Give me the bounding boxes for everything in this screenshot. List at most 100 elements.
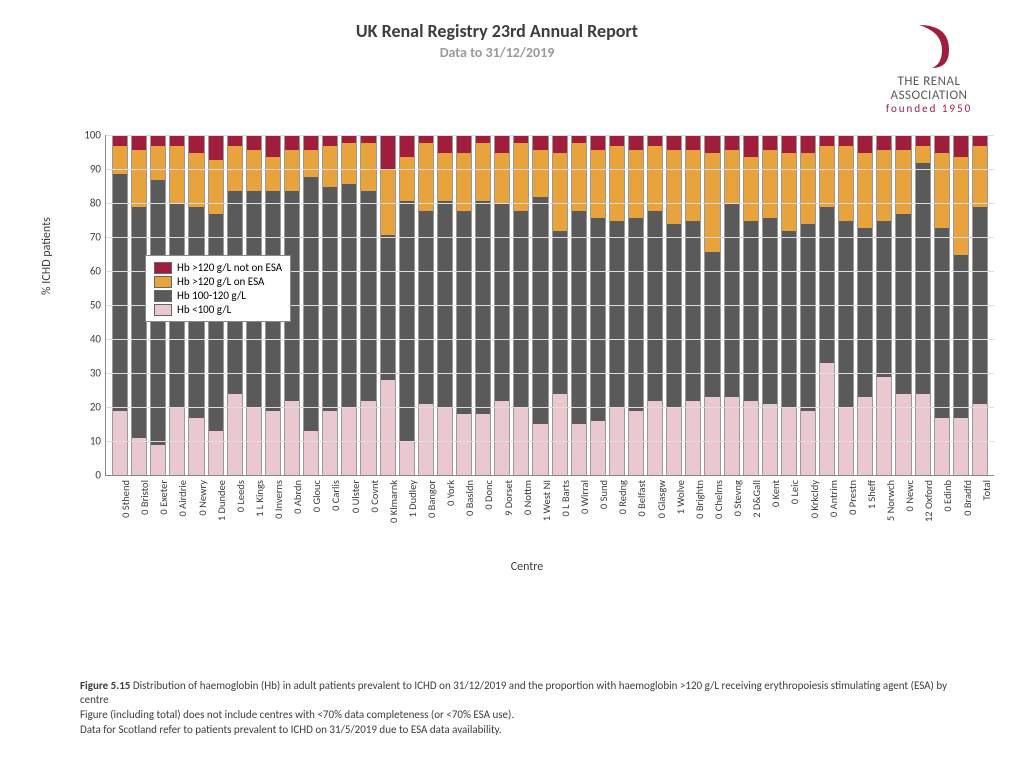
bar-segment (916, 146, 930, 163)
bar-segment (572, 143, 586, 211)
y-tick: 60 (90, 265, 106, 278)
x-tick-label: 0 Airdrie (176, 480, 189, 517)
logo-line1: THE RENAL (864, 75, 994, 89)
bar-segment (533, 197, 547, 424)
bar-segment (323, 136, 337, 146)
bar-segment (476, 136, 490, 143)
bar-segment (763, 150, 777, 218)
bar-segment (209, 136, 223, 160)
bar-segment (189, 136, 203, 153)
y-tick: 80 (90, 197, 106, 210)
bar-segment (361, 191, 375, 401)
bar-segment (896, 214, 910, 394)
bar-segment (973, 146, 987, 207)
x-tick-label: 9 Dorset (502, 480, 515, 516)
bar-segment (457, 153, 471, 211)
bar-segment (495, 401, 509, 476)
bar-segment (381, 136, 395, 170)
x-tick-label: Total (980, 480, 993, 501)
bar-segment (514, 136, 528, 143)
bar-segment (381, 380, 395, 475)
bar-segment (877, 221, 891, 377)
bar-segment (209, 214, 223, 431)
x-tick-label: 0 Abrdn (291, 480, 304, 514)
x-tick-label: 0 Glouc (310, 480, 323, 512)
caption-note-2: Data for Scotland refer to patients prev… (80, 723, 502, 736)
bar-segment (553, 394, 567, 475)
bar-segment (400, 441, 414, 475)
bar-segment (113, 136, 127, 146)
legend-label: Hb 100-120 g/L (177, 289, 246, 302)
bar-segment (801, 224, 815, 410)
caption-note-1: Figure (including total) does not includ… (80, 708, 514, 721)
bar-segment (610, 146, 624, 221)
x-tick-label: 0 Stevng (731, 480, 744, 516)
x-tick-label: 1 West NI (540, 480, 553, 521)
bar-segment (170, 136, 184, 146)
x-tick-label: 0 Wirral (578, 480, 591, 514)
x-tick-label: 0 Bristol (138, 480, 151, 515)
bar-segment (533, 424, 547, 475)
bar-segment (725, 150, 739, 204)
logo-swoosh-icon (904, 20, 954, 70)
bar-segment (189, 153, 203, 207)
bar-segment (285, 136, 299, 150)
bar-segment (744, 401, 758, 476)
report-subtitle: Data to 31/12/2019 (130, 44, 864, 61)
bar-segment (820, 136, 834, 146)
y-tick: 40 (90, 333, 106, 346)
bar-segment (553, 153, 567, 231)
bar-segment (763, 136, 777, 150)
x-tick-label: 1 Sheff (865, 480, 878, 509)
y-tick: 50 (90, 299, 106, 312)
bar-segment (973, 404, 987, 475)
bar-segment (476, 143, 490, 201)
x-tick-label: 0 Sund (597, 480, 610, 509)
y-tick: 0 (95, 469, 106, 482)
bar-segment (266, 411, 280, 475)
bar-segment (323, 411, 337, 475)
bar-segment (457, 414, 471, 475)
bar-segment (151, 146, 165, 180)
bar-segment (896, 136, 910, 150)
bar-segment (419, 404, 433, 475)
x-tick-label: 5 Norwch (884, 480, 897, 521)
x-tick-label: 0 York (444, 480, 457, 506)
legend: Hb >120 g/L not on ESA Hb >120 g/L on ES… (145, 255, 291, 322)
bar-segment (323, 146, 337, 187)
y-tick: 100 (84, 129, 106, 142)
bar-segment (419, 211, 433, 404)
logo-founded: founded 1950 (864, 103, 994, 115)
bar-segment (495, 153, 509, 204)
bar-segment (629, 150, 643, 218)
caption-main: Distribution of haemoglobin (Hb) in adul… (80, 679, 947, 707)
bar-segment (438, 153, 452, 200)
legend-item: Hb <100 g/L (154, 303, 282, 316)
bar-segment (151, 136, 165, 146)
bar-segment (705, 397, 719, 475)
bar-segment (744, 136, 758, 156)
caption-lead: Figure 5.15 (80, 679, 130, 692)
bar-segment (705, 252, 719, 398)
x-tick-label: 0 Donc (482, 480, 495, 510)
x-tick-label: 0 Glasgw (655, 480, 668, 518)
bar-segment (820, 146, 834, 207)
x-tick-label: 0 Antrim (827, 480, 840, 517)
x-tick-label: 0 Prestn (846, 480, 859, 515)
y-tick: 30 (90, 367, 106, 380)
bar-segment (209, 431, 223, 475)
legend-label: Hb <100 g/L (177, 303, 231, 316)
bar-segment (400, 157, 414, 201)
bar-segment (342, 136, 356, 143)
bar-segment (648, 401, 662, 476)
bar-segment (935, 228, 949, 418)
x-tick-label: 0 Kent (769, 480, 782, 507)
figure-caption: Figure 5.15 Distribution of haemoglobin … (80, 679, 964, 738)
bar-segment (553, 231, 567, 394)
bar-segment (935, 418, 949, 476)
x-tick-label: 0 Covnt (368, 480, 381, 512)
bar-segment (839, 146, 853, 221)
bar-segment (285, 401, 299, 476)
bar-segment (820, 363, 834, 475)
report-title: UK Renal Registry 23rd Annual Report (130, 20, 864, 42)
